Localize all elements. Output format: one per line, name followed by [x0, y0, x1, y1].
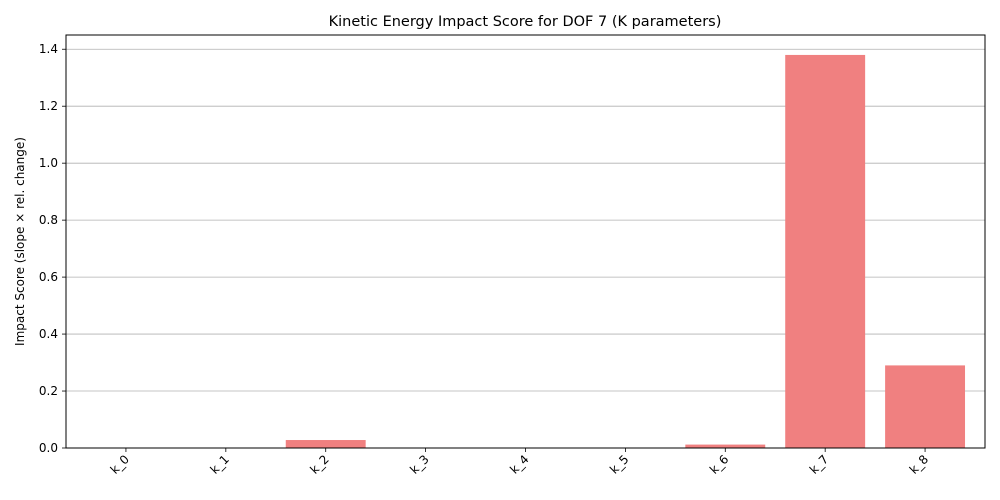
y-tick-label: 0.6	[39, 270, 58, 284]
x-tick-label: k_5	[607, 452, 631, 476]
y-tick-label: 0.0	[39, 441, 58, 455]
x-tick-label: k_6	[707, 452, 731, 476]
bar-k-2	[285, 440, 366, 448]
y-tick-label: 0.4	[39, 327, 58, 341]
y-tick-label: 1.2	[39, 99, 58, 113]
y-tick-label: 1.4	[39, 42, 58, 56]
y-tick-label: 0.8	[39, 213, 58, 227]
bars	[285, 54, 966, 449]
x-tick-label: k_7	[807, 452, 831, 476]
y-axis-label: Impact Score (slope × rel. change)	[13, 137, 27, 346]
x-tick-label: k_1	[207, 452, 231, 476]
bar-k-8	[885, 365, 966, 448]
chart-title: Kinetic Energy Impact Score for DOF 7 (K…	[329, 14, 722, 30]
grid-lines	[66, 48, 985, 449]
x-axis-ticks: k_0 k_1 k_2 k_3 k_4 k_5 k_6 k_7 k_8	[108, 448, 931, 477]
y-tick-label: 0.2	[39, 384, 58, 398]
y-axis-ticks: 0.0 0.2 0.4 0.6 0.8 1.0 1.2 1.4	[39, 42, 66, 455]
bar-k-7	[785, 54, 866, 449]
x-tick-label: k_2	[307, 452, 331, 476]
x-tick-label: k_0	[108, 452, 132, 476]
x-tick-label: k_4	[507, 452, 531, 476]
y-tick-label: 1.0	[39, 156, 58, 170]
x-tick-label: k_8	[907, 452, 931, 476]
bar-k-6	[685, 444, 766, 448]
x-tick-label: k_3	[407, 452, 431, 476]
